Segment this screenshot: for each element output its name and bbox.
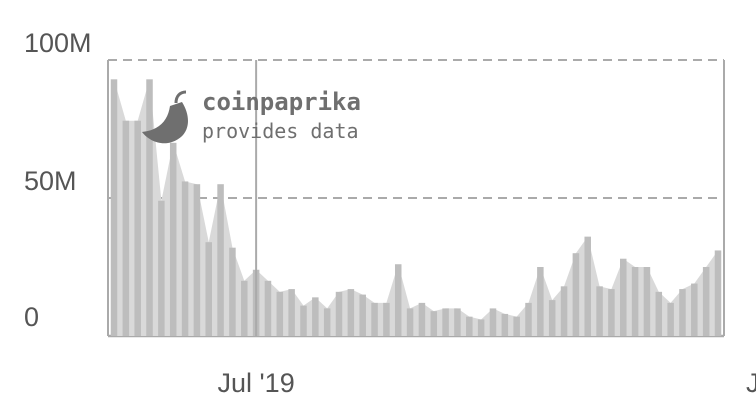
y-tick-label: 0 xyxy=(24,302,39,332)
watermark: coinpaprika provides data xyxy=(142,88,361,144)
volume-bar xyxy=(229,247,236,336)
volume-bar xyxy=(217,184,224,336)
volume-bar xyxy=(276,291,284,336)
volume-bar xyxy=(620,258,627,336)
volume-bar xyxy=(631,267,639,336)
volume-bar xyxy=(655,291,663,336)
volume-bar xyxy=(608,289,615,336)
volume-bar xyxy=(134,120,141,336)
volume-bar xyxy=(359,294,366,336)
volume-bar xyxy=(347,289,355,336)
volume-area xyxy=(114,79,718,336)
volume-bar xyxy=(312,297,319,336)
volume-bar xyxy=(181,181,189,336)
x-gridline-layer xyxy=(255,60,258,336)
volume-bar xyxy=(691,283,698,336)
volume-bar xyxy=(489,308,497,336)
volume-bar xyxy=(537,267,544,336)
volume-bar xyxy=(418,302,426,336)
y-tick-label: 100M xyxy=(24,28,92,58)
volume-bar xyxy=(714,250,722,336)
volume-bar xyxy=(300,305,307,336)
volume-bar xyxy=(548,300,556,336)
volume-bar xyxy=(122,120,130,336)
volume-bar xyxy=(466,316,473,336)
volume-bar xyxy=(406,308,414,336)
watermark-tagline: provides data xyxy=(202,119,359,143)
volume-bar xyxy=(288,289,295,336)
volume-bar xyxy=(430,311,438,336)
volume-bar xyxy=(241,280,248,336)
bar-layer xyxy=(110,79,722,336)
y-tick-label: 50M xyxy=(24,166,77,196)
volume-bar xyxy=(643,267,651,336)
volume-bar xyxy=(442,308,449,336)
volume-bar xyxy=(560,286,568,336)
volume-bar xyxy=(477,319,485,336)
watermark-brand: coinpaprika xyxy=(202,88,361,116)
volume-bar xyxy=(169,142,177,336)
volume-bar xyxy=(454,308,461,336)
volume-bar xyxy=(110,79,118,336)
volume-bar xyxy=(501,313,509,336)
x-tick-label: Jan '20 xyxy=(746,368,756,398)
volume-bar xyxy=(146,79,153,336)
chili-pepper-icon xyxy=(142,90,188,144)
y-axis-tick-labels: 0 50M 100M xyxy=(24,28,92,332)
volume-bar xyxy=(667,302,674,336)
volume-bar xyxy=(371,302,378,336)
volume-bar xyxy=(335,291,343,336)
volume-bar xyxy=(394,264,402,336)
x-tick-label: Jul '19 xyxy=(218,368,295,398)
volume-bar xyxy=(584,236,591,336)
x-axis-tick-labels: Jul '19 Jan '20 xyxy=(218,368,756,398)
volume-bar xyxy=(158,200,165,336)
volume-bar xyxy=(323,308,331,336)
volume-bar xyxy=(525,302,532,336)
volume-bar xyxy=(205,242,212,336)
area-layer xyxy=(114,79,718,336)
volume-bar xyxy=(264,280,272,336)
volume-bar xyxy=(596,286,603,336)
volume-bar xyxy=(383,302,390,336)
volume-bar xyxy=(513,316,520,336)
volume-bar xyxy=(702,267,710,336)
volume-bar xyxy=(572,253,580,336)
volume-bar xyxy=(193,184,201,336)
volume-bar xyxy=(679,289,686,336)
